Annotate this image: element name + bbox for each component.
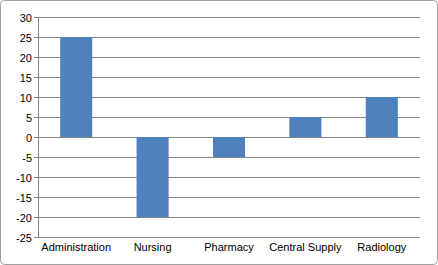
grid: [34, 18, 420, 238]
tick-mark: [34, 77, 38, 78]
y-tick-label: 15: [20, 72, 32, 84]
grid-line: [38, 157, 420, 158]
tick-mark: [34, 17, 38, 18]
x-tick-label: Pharmacy: [204, 241, 254, 253]
grid-line: [38, 37, 420, 38]
x-tick-label: Nursing: [134, 241, 172, 253]
tick-mark: [34, 97, 38, 98]
bar: [366, 97, 398, 137]
y-tick-label: 0: [26, 132, 32, 144]
frame: [1, 1, 438, 265]
tick-mark: [34, 177, 38, 178]
y-tick-label: 5: [26, 112, 32, 124]
grid-line: [38, 117, 420, 118]
y-tick-label: 10: [20, 92, 32, 104]
tick-mark: [34, 137, 38, 138]
tick-mark: [34, 237, 38, 238]
grid-line: [38, 237, 420, 238]
y-tick-label: 25: [20, 32, 32, 44]
tick-mark: [34, 217, 38, 218]
bar: [60, 37, 92, 137]
y-tick-label: -10: [16, 172, 32, 184]
grid-line: [38, 217, 420, 218]
grid-line: [38, 17, 420, 18]
tick-mark: [34, 37, 38, 38]
y-tick-label: -5: [22, 152, 32, 164]
y-tick-label: 20: [20, 52, 32, 64]
bar: [137, 137, 169, 217]
x-tick-label: Administration: [41, 241, 111, 253]
x-tick-label: Radiology: [357, 241, 406, 253]
grid-line: [38, 197, 420, 198]
chart: -25 -20 -15 -10 -5 0 5 10 15 20 25 30 Administration…: [0, 0, 438, 265]
y-axis: [38, 17, 39, 237]
bar: [213, 137, 245, 157]
tick-mark: [34, 117, 38, 118]
tick-mark: [34, 57, 38, 58]
grid-line: [38, 77, 420, 78]
tick-mark: [34, 197, 38, 198]
bar: [289, 117, 321, 137]
tick-mark: [34, 157, 38, 158]
x-tick-label: Central Supply: [269, 241, 342, 253]
grid-line: [38, 97, 420, 98]
grid-line: [38, 57, 420, 58]
y-tick-label: -15: [16, 192, 32, 204]
y-tick-label: -25: [16, 232, 32, 244]
y-tick-label: -20: [16, 212, 32, 224]
y-tick-label: 30: [20, 12, 32, 24]
bars: [60, 37, 398, 217]
grid-line: [38, 177, 420, 178]
